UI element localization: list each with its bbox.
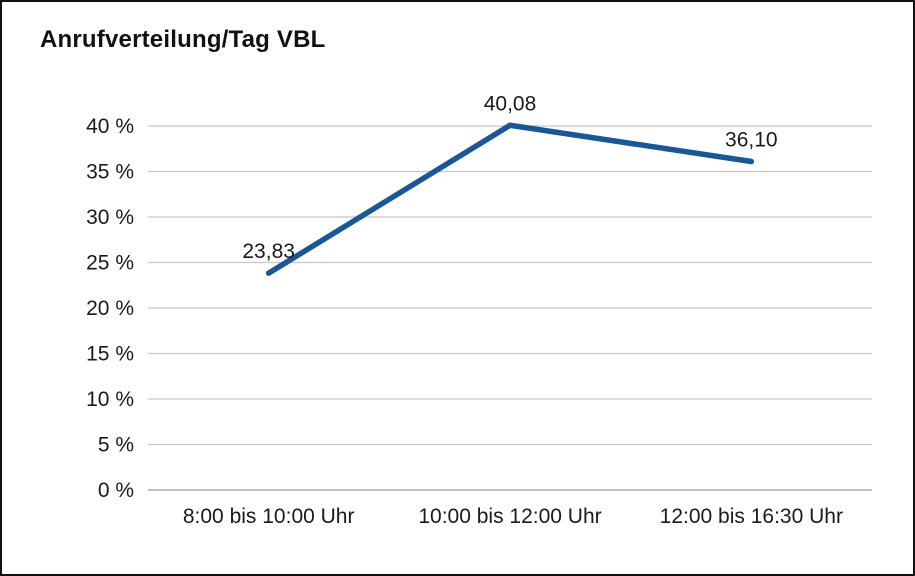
- chart-title: Anrufverteilung/Tag VBL: [40, 26, 326, 53]
- x-tick-label: 10:00 bis 12:00 Uhr: [418, 505, 601, 528]
- series-line: [265, 122, 755, 276]
- y-tick-label: 40 %: [86, 115, 134, 138]
- y-tick-label: 25 %: [86, 252, 134, 275]
- y-tick-label: 30 %: [86, 206, 134, 229]
- data-label: 23,83: [242, 240, 295, 263]
- y-tick-label: 10 %: [86, 388, 134, 411]
- data-label: 40,08: [484, 92, 537, 115]
- y-tick-label: 15 %: [86, 343, 134, 366]
- y-tick-label: 20 %: [86, 297, 134, 320]
- y-tick-label: 0 %: [98, 479, 134, 502]
- x-tick-label: 12:00 bis 16:30 Uhr: [660, 505, 843, 528]
- data-label: 36,10: [725, 128, 778, 151]
- y-tick-label: 35 %: [86, 161, 134, 184]
- y-tick-label: 5 %: [98, 434, 134, 457]
- x-tick-label: 8:00 bis 10:00 Uhr: [183, 505, 355, 528]
